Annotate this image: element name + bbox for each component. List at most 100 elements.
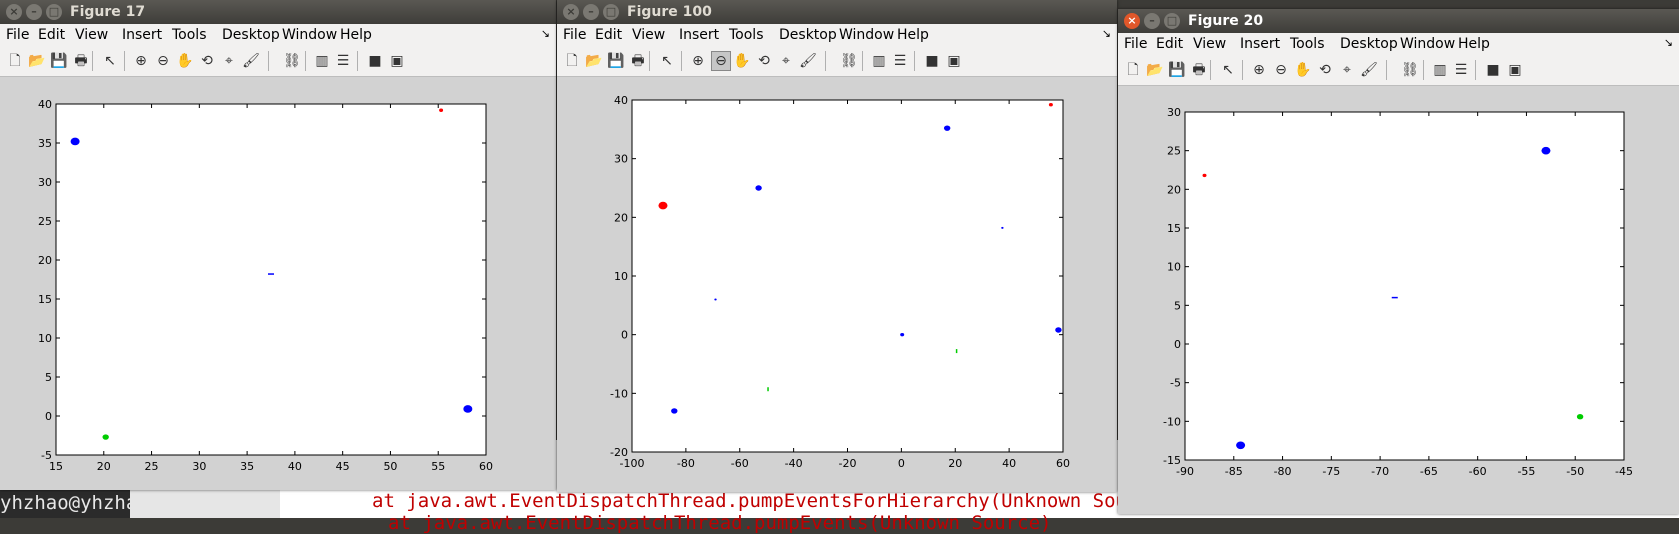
legend-icon[interactable]: ☰	[893, 53, 907, 69]
new-figure-icon[interactable]: 🗋	[9, 53, 21, 69]
link-plot-icon[interactable]: ⛓	[840, 53, 858, 69]
colorbar-icon[interactable]: ▥	[1433, 62, 1447, 78]
red-cluster	[1048, 102, 1053, 107]
menu-window[interactable]: Window	[839, 27, 895, 43]
data-cursor-icon[interactable]: ⌖	[782, 53, 790, 69]
menubar-overflow-icon[interactable]: ↘	[1101, 27, 1111, 40]
figure-window-100[interactable]: × – □ Figure 100 File Edit View Insert Tools Desk…	[557, 0, 1117, 492]
open-file-icon[interactable]: 📂	[585, 53, 603, 69]
brush-icon[interactable]: 🖌	[799, 53, 817, 69]
title-bar[interactable]: × – □ Figure 100	[557, 0, 1117, 24]
pan-hand-icon[interactable]: ✋	[176, 53, 194, 69]
menu-file[interactable]: File	[563, 27, 587, 43]
menu-tools[interactable]: Tools	[1290, 36, 1325, 52]
menu-help[interactable]: Help	[897, 27, 929, 43]
x-tick-label: 50	[383, 460, 397, 473]
scatter-plot[interactable]: -90 -85 -80 -75 -70 -65 -60 -55 -50 -45-15-10-505…	[1118, 9, 1679, 514]
menu-edit[interactable]: Edit	[38, 27, 66, 43]
show-plot-tools-icon[interactable]: ▣	[947, 53, 961, 69]
new-figure-icon[interactable]: 🗋	[1127, 62, 1139, 78]
rotate-3d-icon[interactable]: ⟲	[758, 53, 770, 69]
window-maximize-button[interactable]: □	[1164, 13, 1180, 29]
window-close-button[interactable]: ×	[563, 4, 579, 20]
print-icon[interactable]: 🖶	[1192, 62, 1206, 78]
legend-icon[interactable]: ☰	[336, 53, 350, 69]
menu-edit[interactable]: Edit	[595, 27, 623, 43]
figure-window-17[interactable]: × – □ Figure 17 File Edit View Insert Tools Deskt…	[0, 0, 556, 490]
link-plot-icon[interactable]: ⛓	[283, 53, 301, 69]
legend-icon[interactable]: ☰	[1454, 62, 1468, 78]
figure-window-20[interactable]: × – □ Figure 20 File Edit View Insert Tools Deskt…	[1118, 9, 1679, 514]
brush-icon[interactable]: 🖌	[1360, 62, 1378, 78]
print-icon[interactable]: 🖶	[631, 53, 645, 69]
data-cursor-icon[interactable]: ⌖	[1343, 62, 1351, 78]
show-plot-tools-icon[interactable]: ▣	[1508, 62, 1522, 78]
colorbar-icon[interactable]: ▥	[872, 53, 886, 69]
window-close-button[interactable]: ×	[6, 4, 22, 20]
x-tick-label: -75	[1322, 465, 1340, 478]
rotate-3d-icon[interactable]: ⟲	[1319, 62, 1331, 78]
menu-desktop[interactable]: Desktop	[222, 27, 280, 43]
link-plot-icon[interactable]: ⛓	[1401, 62, 1419, 78]
title-bar[interactable]: × – □ Figure 17	[0, 0, 556, 24]
menu-window[interactable]: Window	[1400, 36, 1456, 52]
menu-tools[interactable]: Tools	[172, 27, 207, 43]
window-maximize-button[interactable]: □	[46, 4, 62, 20]
save-icon[interactable]: 💾	[1168, 62, 1186, 78]
scatter-plot[interactable]: 15 20 25 30 35 40 45 50 55 60 -5 0 5 10 15 20 25 30 35 40	[0, 0, 556, 490]
open-file-icon[interactable]: 📂	[28, 53, 46, 69]
menu-view[interactable]: View	[75, 27, 109, 43]
menu-view[interactable]: View	[632, 27, 666, 43]
save-icon[interactable]: 💾	[607, 53, 625, 69]
new-figure-icon[interactable]: 🗋	[566, 53, 578, 69]
menu-window[interactable]: Window	[282, 27, 338, 43]
print-icon[interactable]: 🖶	[74, 53, 88, 69]
title-bar[interactable]: × – □ Figure 20	[1118, 9, 1679, 33]
select-arrow-icon[interactable]: ↖	[661, 53, 673, 69]
select-arrow-icon[interactable]: ↖	[1222, 62, 1234, 78]
menu-insert[interactable]: Insert	[1240, 36, 1281, 52]
zoom-in-icon[interactable]: ⊕	[135, 53, 147, 69]
hide-plot-tools-icon[interactable]: ■	[1486, 62, 1500, 78]
window-minimize-button[interactable]: –	[583, 4, 599, 20]
menu-desktop[interactable]: Desktop	[779, 27, 837, 43]
zoom-in-icon[interactable]: ⊕	[1253, 62, 1265, 78]
window-minimize-button[interactable]: –	[26, 4, 42, 20]
y-tick-label: 30	[614, 153, 628, 166]
data-cursor-icon[interactable]: ⌖	[225, 53, 233, 69]
menu-file[interactable]: File	[1124, 36, 1148, 52]
brush-icon[interactable]: 🖌	[242, 53, 260, 69]
hide-plot-tools-icon[interactable]: ■	[368, 53, 382, 69]
menu-insert[interactable]: Insert	[679, 27, 720, 43]
menu-desktop[interactable]: Desktop	[1340, 36, 1398, 52]
pan-hand-icon[interactable]: ✋	[733, 53, 751, 69]
menu-view[interactable]: View	[1193, 36, 1227, 52]
rotate-3d-icon[interactable]: ⟲	[201, 53, 213, 69]
save-icon[interactable]: 💾	[50, 53, 68, 69]
menu-help[interactable]: Help	[340, 27, 372, 43]
menu-file[interactable]: File	[6, 27, 30, 43]
menu-insert[interactable]: Insert	[122, 27, 163, 43]
zoom-in-icon[interactable]: ⊕	[692, 53, 704, 69]
colorbar-icon[interactable]: ▥	[315, 53, 329, 69]
menubar-overflow-icon[interactable]: ↘	[540, 27, 550, 40]
window-maximize-button[interactable]: □	[603, 4, 619, 20]
zoom-out-icon[interactable]: ⊖	[157, 53, 169, 69]
zoom-out-icon[interactable]: ⊖	[711, 51, 731, 71]
zoom-out-icon[interactable]: ⊖	[1275, 62, 1287, 78]
select-arrow-icon[interactable]: ↖	[104, 53, 116, 69]
pan-hand-icon[interactable]: ✋	[1294, 62, 1312, 78]
axes-box	[55, 103, 487, 456]
window-minimize-button[interactable]: –	[1144, 13, 1160, 29]
menubar-overflow-icon[interactable]: ↘	[1663, 36, 1673, 49]
hide-plot-tools-icon[interactable]: ■	[925, 53, 939, 69]
open-file-icon[interactable]: 📂	[1146, 62, 1164, 78]
window-close-button[interactable]: ×	[1124, 13, 1140, 29]
x-tick-label: 55	[431, 460, 445, 473]
menu-edit[interactable]: Edit	[1156, 36, 1184, 52]
show-plot-tools-icon[interactable]: ▣	[390, 53, 404, 69]
menu-help[interactable]: Help	[1458, 36, 1490, 52]
blue-cluster	[463, 405, 473, 413]
menu-tools[interactable]: Tools	[729, 27, 764, 43]
